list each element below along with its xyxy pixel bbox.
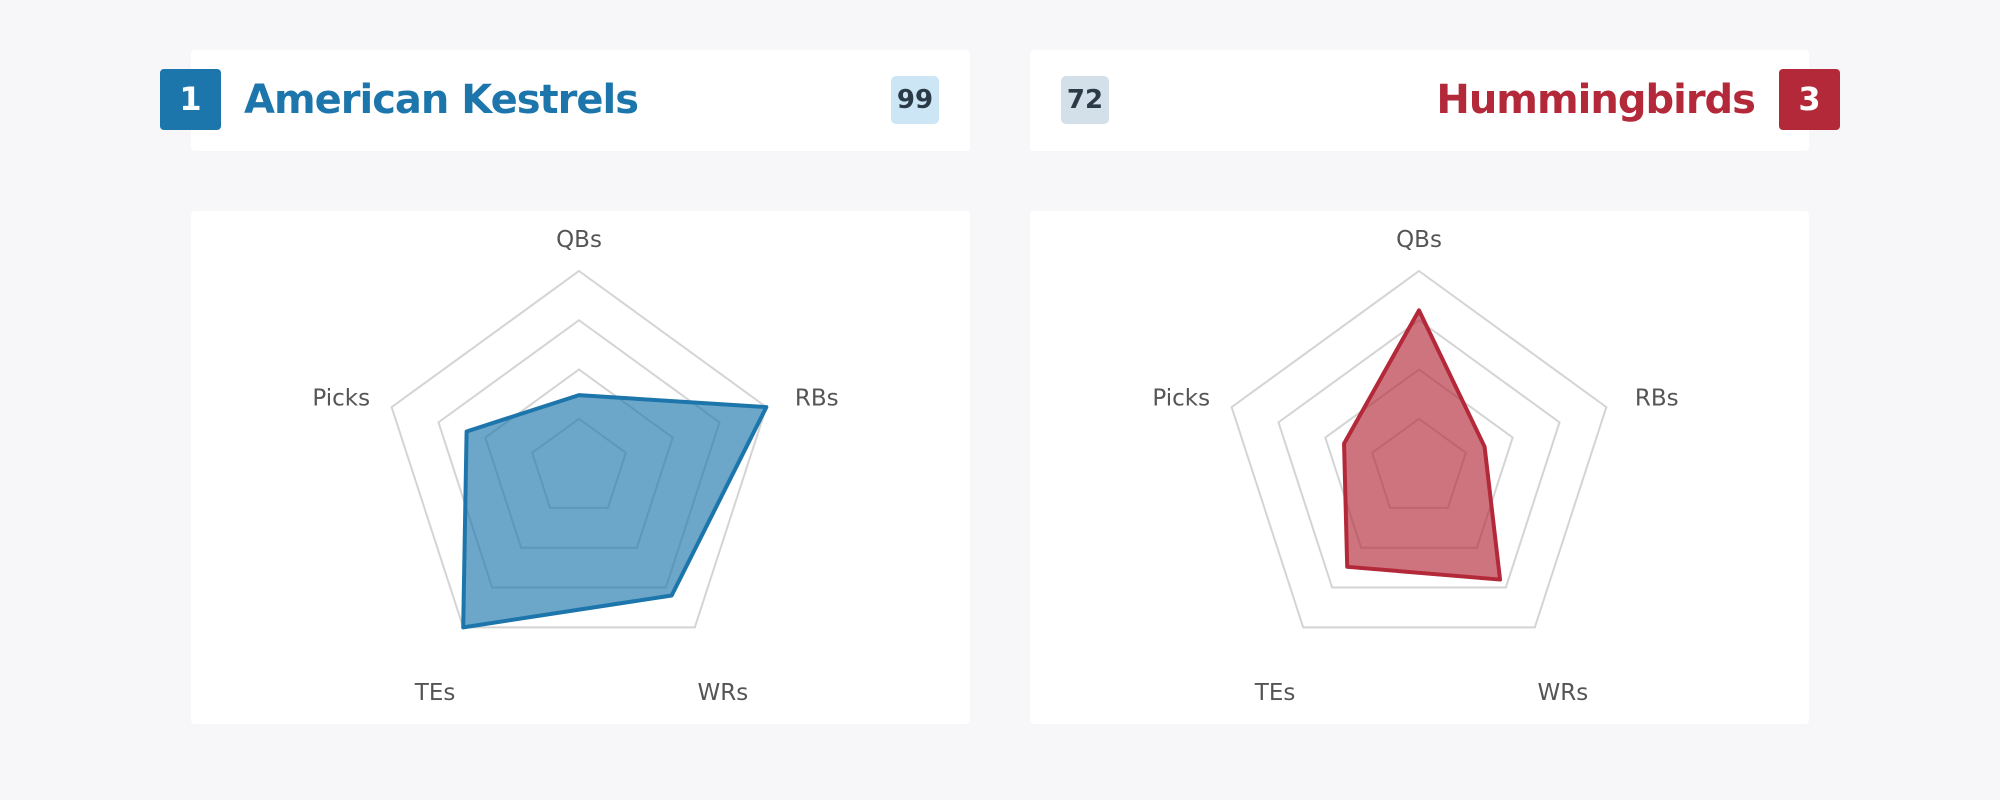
right-team-name[interactable]: Hummingbirds xyxy=(1436,77,1756,123)
radar-chart-left: QBs RBs WRs TEs Picks xyxy=(312,227,838,706)
right-team-rank-badge: 3 xyxy=(1779,69,1840,130)
axis-label-picks: Picks xyxy=(1152,386,1210,412)
axis-label-qbs: QBs xyxy=(1396,227,1442,253)
axis-label-rbs: RBs xyxy=(795,386,839,412)
radar-grid-ring xyxy=(390,269,768,629)
axis-label-qbs: QBs xyxy=(556,227,602,253)
left-team-score-badge: 99 xyxy=(891,76,939,124)
axis-label-tes: TEs xyxy=(414,680,456,706)
radar-chart-right: QBs RBs WRs TEs Picks xyxy=(1152,227,1678,706)
axis-label-wrs: WRs xyxy=(698,680,749,706)
radar-series-area[interactable] xyxy=(461,393,769,630)
axis-label-wrs: WRs xyxy=(1538,680,1589,706)
right-team-header xyxy=(1030,50,1809,151)
axis-label-picks: Picks xyxy=(312,386,370,412)
radar-grid-ring xyxy=(1277,319,1561,589)
axis-label-rbs: RBs xyxy=(1635,386,1679,412)
radar-series-area[interactable] xyxy=(1342,308,1503,582)
axis-label-tes: TEs xyxy=(1254,680,1296,706)
right-team-score-badge: 72 xyxy=(1061,76,1109,124)
radar-grid-ring xyxy=(1230,269,1608,629)
left-team-header xyxy=(191,50,970,151)
left-team-name[interactable]: American Kestrels xyxy=(244,77,639,123)
left-team-rank-badge: 1 xyxy=(160,69,221,130)
